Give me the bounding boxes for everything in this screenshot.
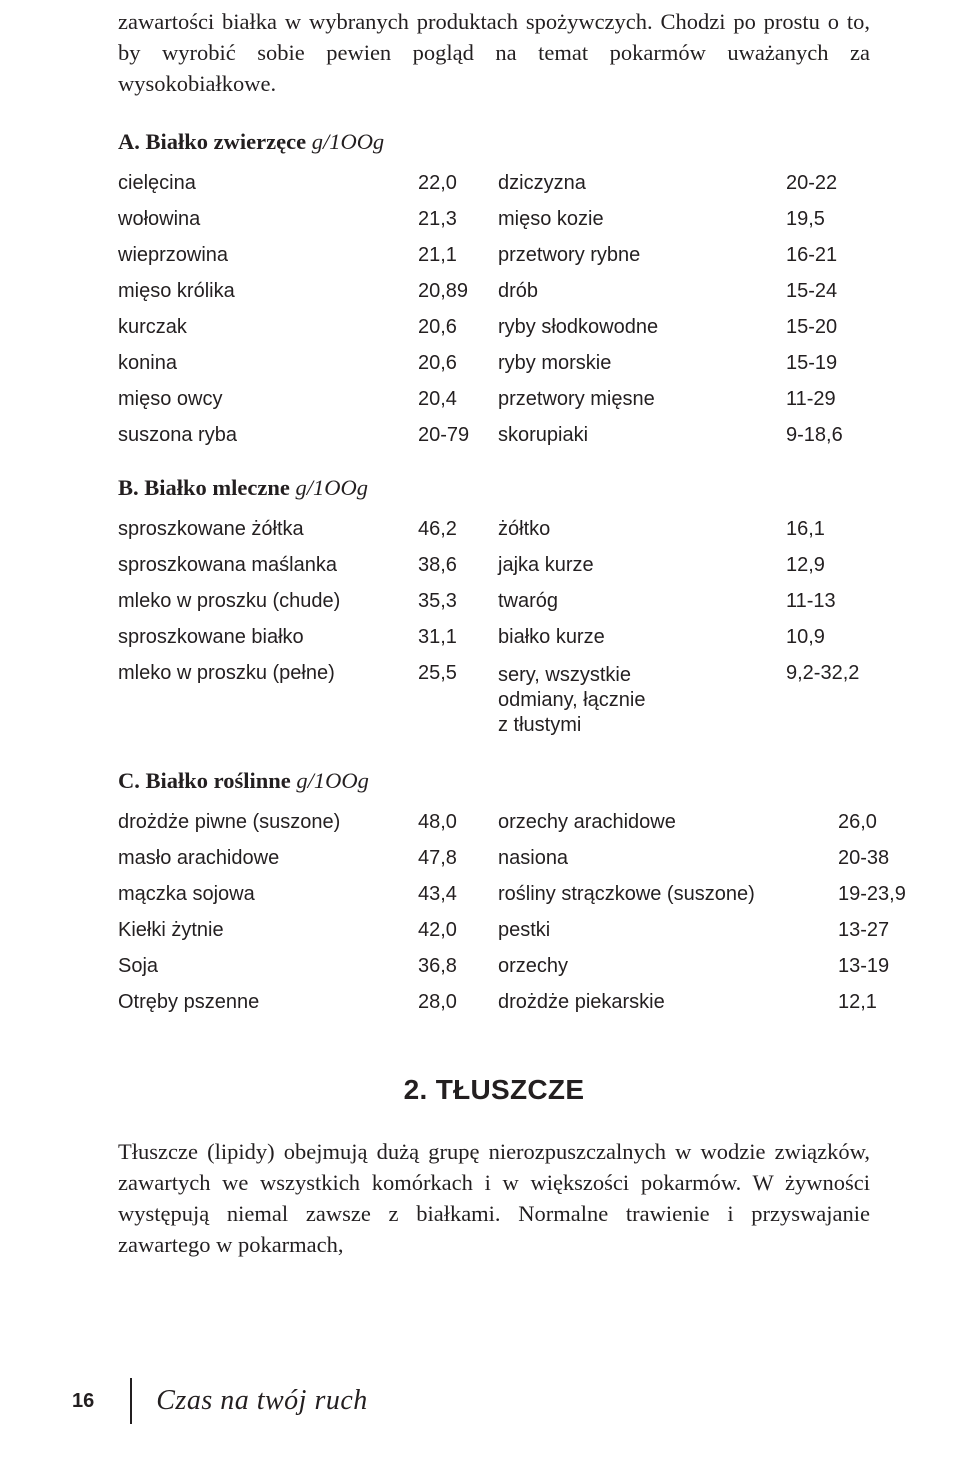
table-cell: sproszkowane białko: [118, 627, 418, 647]
table-cell: 20-38: [838, 848, 918, 868]
table-cell: przetwory rybne: [498, 245, 786, 265]
footer-divider: [130, 1378, 132, 1424]
table-cell: Soja: [118, 956, 418, 976]
section-b-bold: B. Białko mleczne: [118, 475, 290, 500]
table-cell: twaróg: [498, 591, 786, 611]
table-cell: mięso królika: [118, 281, 418, 301]
table-cell: 31,1: [418, 627, 498, 647]
table-cell: 19-23,9: [838, 884, 918, 904]
table-cell: 20,6: [418, 353, 498, 373]
table-cell: 11-13: [786, 591, 866, 611]
table-cell: jajka kurze: [498, 555, 786, 575]
section-c-bold: C. Białko roślinne: [118, 768, 291, 793]
table-cell: przetwory mięsne: [498, 389, 786, 409]
table-cell: mączka sojowa: [118, 884, 418, 904]
table-cell: 21,3: [418, 209, 498, 229]
table-cell: sproszkowana maślanka: [118, 555, 418, 575]
body-paragraph: Tłuszcze (lipidy) obejmują dużą grupę ni…: [118, 1136, 870, 1260]
table-cell: 15-19: [786, 353, 866, 373]
table-cell: 13-27: [838, 920, 918, 940]
section-a-bold: A. Białko zwierzęce: [118, 129, 306, 154]
table-c: drożdże piwne (suszone)48,0orzechy arach…: [118, 812, 870, 1012]
table-cell: 10,9: [786, 627, 866, 647]
table-cell: 15-24: [786, 281, 866, 301]
table-cell: 12,1: [838, 992, 918, 1012]
section-b-heading: B. Białko mleczne g/1OOg: [118, 475, 870, 501]
table-cell: mleko w proszku (pełne): [118, 663, 418, 738]
table-cell: 20-79: [418, 425, 498, 445]
table-cell: dziczyzna: [498, 173, 786, 193]
table-cell: 26,0: [838, 812, 918, 832]
page-number: 16: [72, 1390, 94, 1413]
table-cell: 25,5: [418, 663, 498, 738]
table-cell: 48,0: [418, 812, 498, 832]
table-cell: białko kurze: [498, 627, 786, 647]
table-cell: Otręby pszenne: [118, 992, 418, 1012]
table-cell: drożdże piwne (suszone): [118, 812, 418, 832]
page-footer: 16 Czas na twój ruch: [72, 1378, 368, 1424]
table-cell: skorupiaki: [498, 425, 786, 445]
table-cell: żółtko: [498, 519, 786, 539]
table-cell: 20,6: [418, 317, 498, 337]
table-a: cielęcina22,0dziczyzna20-22wołowina21,3m…: [118, 173, 870, 445]
section-a-heading: A. Białko zwierzęce g/1OOg: [118, 129, 870, 155]
section-b-italic: g/1OOg: [290, 475, 368, 500]
table-cell: 15-20: [786, 317, 866, 337]
table-cell: 46,2: [418, 519, 498, 539]
table-cell: sproszkowane żółtka: [118, 519, 418, 539]
section-c-heading: C. Białko roślinne g/1OOg: [118, 768, 870, 794]
table-cell: sery, wszystkieodmiany, łączniez tłustym…: [498, 663, 786, 738]
table-cell: 9-18,6: [786, 425, 866, 445]
table-cell: 42,0: [418, 920, 498, 940]
table-cell: mięso owcy: [118, 389, 418, 409]
table-cell: 13-19: [838, 956, 918, 976]
table-cell: 47,8: [418, 848, 498, 868]
table-cell: nasiona: [498, 848, 838, 868]
table-cell: konina: [118, 353, 418, 373]
table-cell: orzechy arachidowe: [498, 812, 838, 832]
table-cell: 35,3: [418, 591, 498, 611]
table-cell: 22,0: [418, 173, 498, 193]
table-b: sproszkowane żółtka46,2żółtko16,1 sproszk…: [118, 519, 870, 738]
table-cell: mięso kozie: [498, 209, 786, 229]
table-cell: 16,1: [786, 519, 866, 539]
table-cell: kurczak: [118, 317, 418, 337]
table-cell: rośliny strączkowe (suszone): [498, 884, 838, 904]
table-cell: ryby morskie: [498, 353, 786, 373]
table-cell: wołowina: [118, 209, 418, 229]
table-cell: 38,6: [418, 555, 498, 575]
section-c-italic: g/1OOg: [291, 768, 369, 793]
table-cell: 21,1: [418, 245, 498, 265]
table-cell: 12,9: [786, 555, 866, 575]
intro-paragraph: zawartości białka w wybranych produktach…: [118, 6, 870, 99]
table-cell: wieprzowina: [118, 245, 418, 265]
footer-title: Czas na twój ruch: [156, 1385, 368, 1417]
table-cell: 11-29: [786, 389, 866, 409]
table-cell: 28,0: [418, 992, 498, 1012]
table-cell: cielęcina: [118, 173, 418, 193]
table-cell: mleko w proszku (chude): [118, 591, 418, 611]
table-cell: 20,4: [418, 389, 498, 409]
table-cell: suszona ryba: [118, 425, 418, 445]
table-cell: pestki: [498, 920, 838, 940]
table-cell: 43,4: [418, 884, 498, 904]
table-cell: 20-22: [786, 173, 866, 193]
table-cell: drób: [498, 281, 786, 301]
table-cell: orzechy: [498, 956, 838, 976]
table-cell: 20,89: [418, 281, 498, 301]
table-cell: Kiełki żytnie: [118, 920, 418, 940]
table-cell: 36,8: [418, 956, 498, 976]
table-cell: drożdże piekarskie: [498, 992, 838, 1012]
table-cell: 16-21: [786, 245, 866, 265]
table-cell: ryby słodkowodne: [498, 317, 786, 337]
section-a-italic: g/1OOg: [306, 129, 384, 154]
table-cell: masło arachidowe: [118, 848, 418, 868]
chapter-heading: 2. TŁUSZCZE: [118, 1074, 870, 1106]
table-cell: 19,5: [786, 209, 866, 229]
table-cell: 9,2-32,2: [786, 663, 866, 738]
